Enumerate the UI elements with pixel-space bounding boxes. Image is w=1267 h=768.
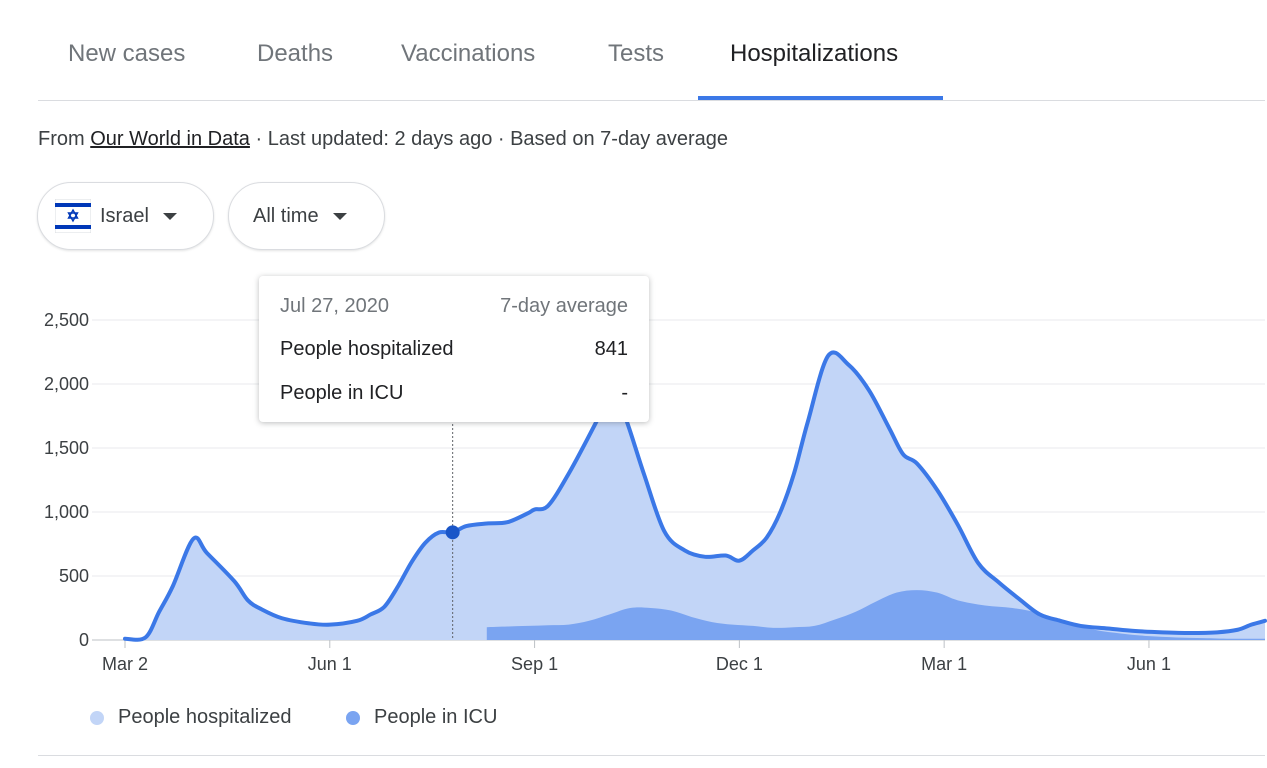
legend-swatch xyxy=(90,710,104,725)
tab-new-cases[interactable]: New cases xyxy=(68,40,186,67)
legend-label: People hospitalized xyxy=(118,706,292,728)
tab-bar: New cases Deaths Vaccinations Tests Hosp… xyxy=(38,0,1265,101)
time-range-label: All time xyxy=(253,204,319,227)
source-prefix: From xyxy=(38,128,85,150)
series-icu-area xyxy=(486,590,1266,640)
x-tick-label: Jun 1 xyxy=(308,654,352,674)
x-tick-label: Jun 1 xyxy=(1127,654,1171,674)
y-tick-label: 2,000 xyxy=(44,374,89,394)
series-hospitalized-line xyxy=(123,350,1267,642)
time-range-selector[interactable]: All time xyxy=(228,182,385,250)
legend-swatch xyxy=(346,710,360,725)
tooltip-hospitalized-label: People hospitalized xyxy=(280,338,454,360)
legend-label: People in ICU xyxy=(374,706,498,728)
tab-vaccinations[interactable]: Vaccinations xyxy=(401,40,536,67)
x-tick-label: Sep 1 xyxy=(511,654,558,674)
tooltip-icu-label: People in ICU xyxy=(280,382,404,404)
country-label: Israel xyxy=(100,204,149,227)
source-line: From Our World in Data · Last updated: 2… xyxy=(38,128,728,151)
y-tick-label: 500 xyxy=(59,566,89,586)
x-tick-label: Dec 1 xyxy=(716,654,763,674)
x-tick-label: Mar 1 xyxy=(921,654,967,674)
chevron-down-icon xyxy=(332,212,347,220)
chart-tooltip: Jul 27, 2020 7-day average People hospit… xyxy=(259,276,649,422)
y-tick-label: 0 xyxy=(79,630,89,650)
tooltip-hospitalized-value: 841 xyxy=(594,338,628,360)
source-meta: · Last updated: 2 days ago · Based on 7-… xyxy=(255,128,729,150)
israel-flag-icon xyxy=(55,199,91,233)
y-tick-label: 1,500 xyxy=(44,438,89,458)
tooltip-icu-value: - xyxy=(621,382,628,404)
active-tab-indicator xyxy=(698,96,943,100)
tab-tests[interactable]: Tests xyxy=(608,40,665,67)
source-link[interactable]: Our World in Data xyxy=(90,128,250,150)
tooltip-date: Jul 27, 2020 xyxy=(280,295,389,317)
y-tick-label: 2,500 xyxy=(44,310,89,330)
chevron-down-icon xyxy=(162,212,177,220)
legend-item-icu[interactable]: People in ICU xyxy=(346,706,497,729)
tab-hospitalizations[interactable]: Hospitalizations xyxy=(730,40,899,67)
legend-item-hospitalized[interactable]: People hospitalized xyxy=(90,706,291,729)
tooltip-note: 7-day average xyxy=(500,295,628,317)
x-tick-label: Mar 2 xyxy=(102,654,148,674)
y-tick-label: 1,000 xyxy=(44,502,89,522)
country-selector[interactable]: Israel xyxy=(37,182,214,250)
tab-deaths[interactable]: Deaths xyxy=(257,40,334,67)
divider xyxy=(38,755,1265,756)
hover-point xyxy=(445,525,460,540)
